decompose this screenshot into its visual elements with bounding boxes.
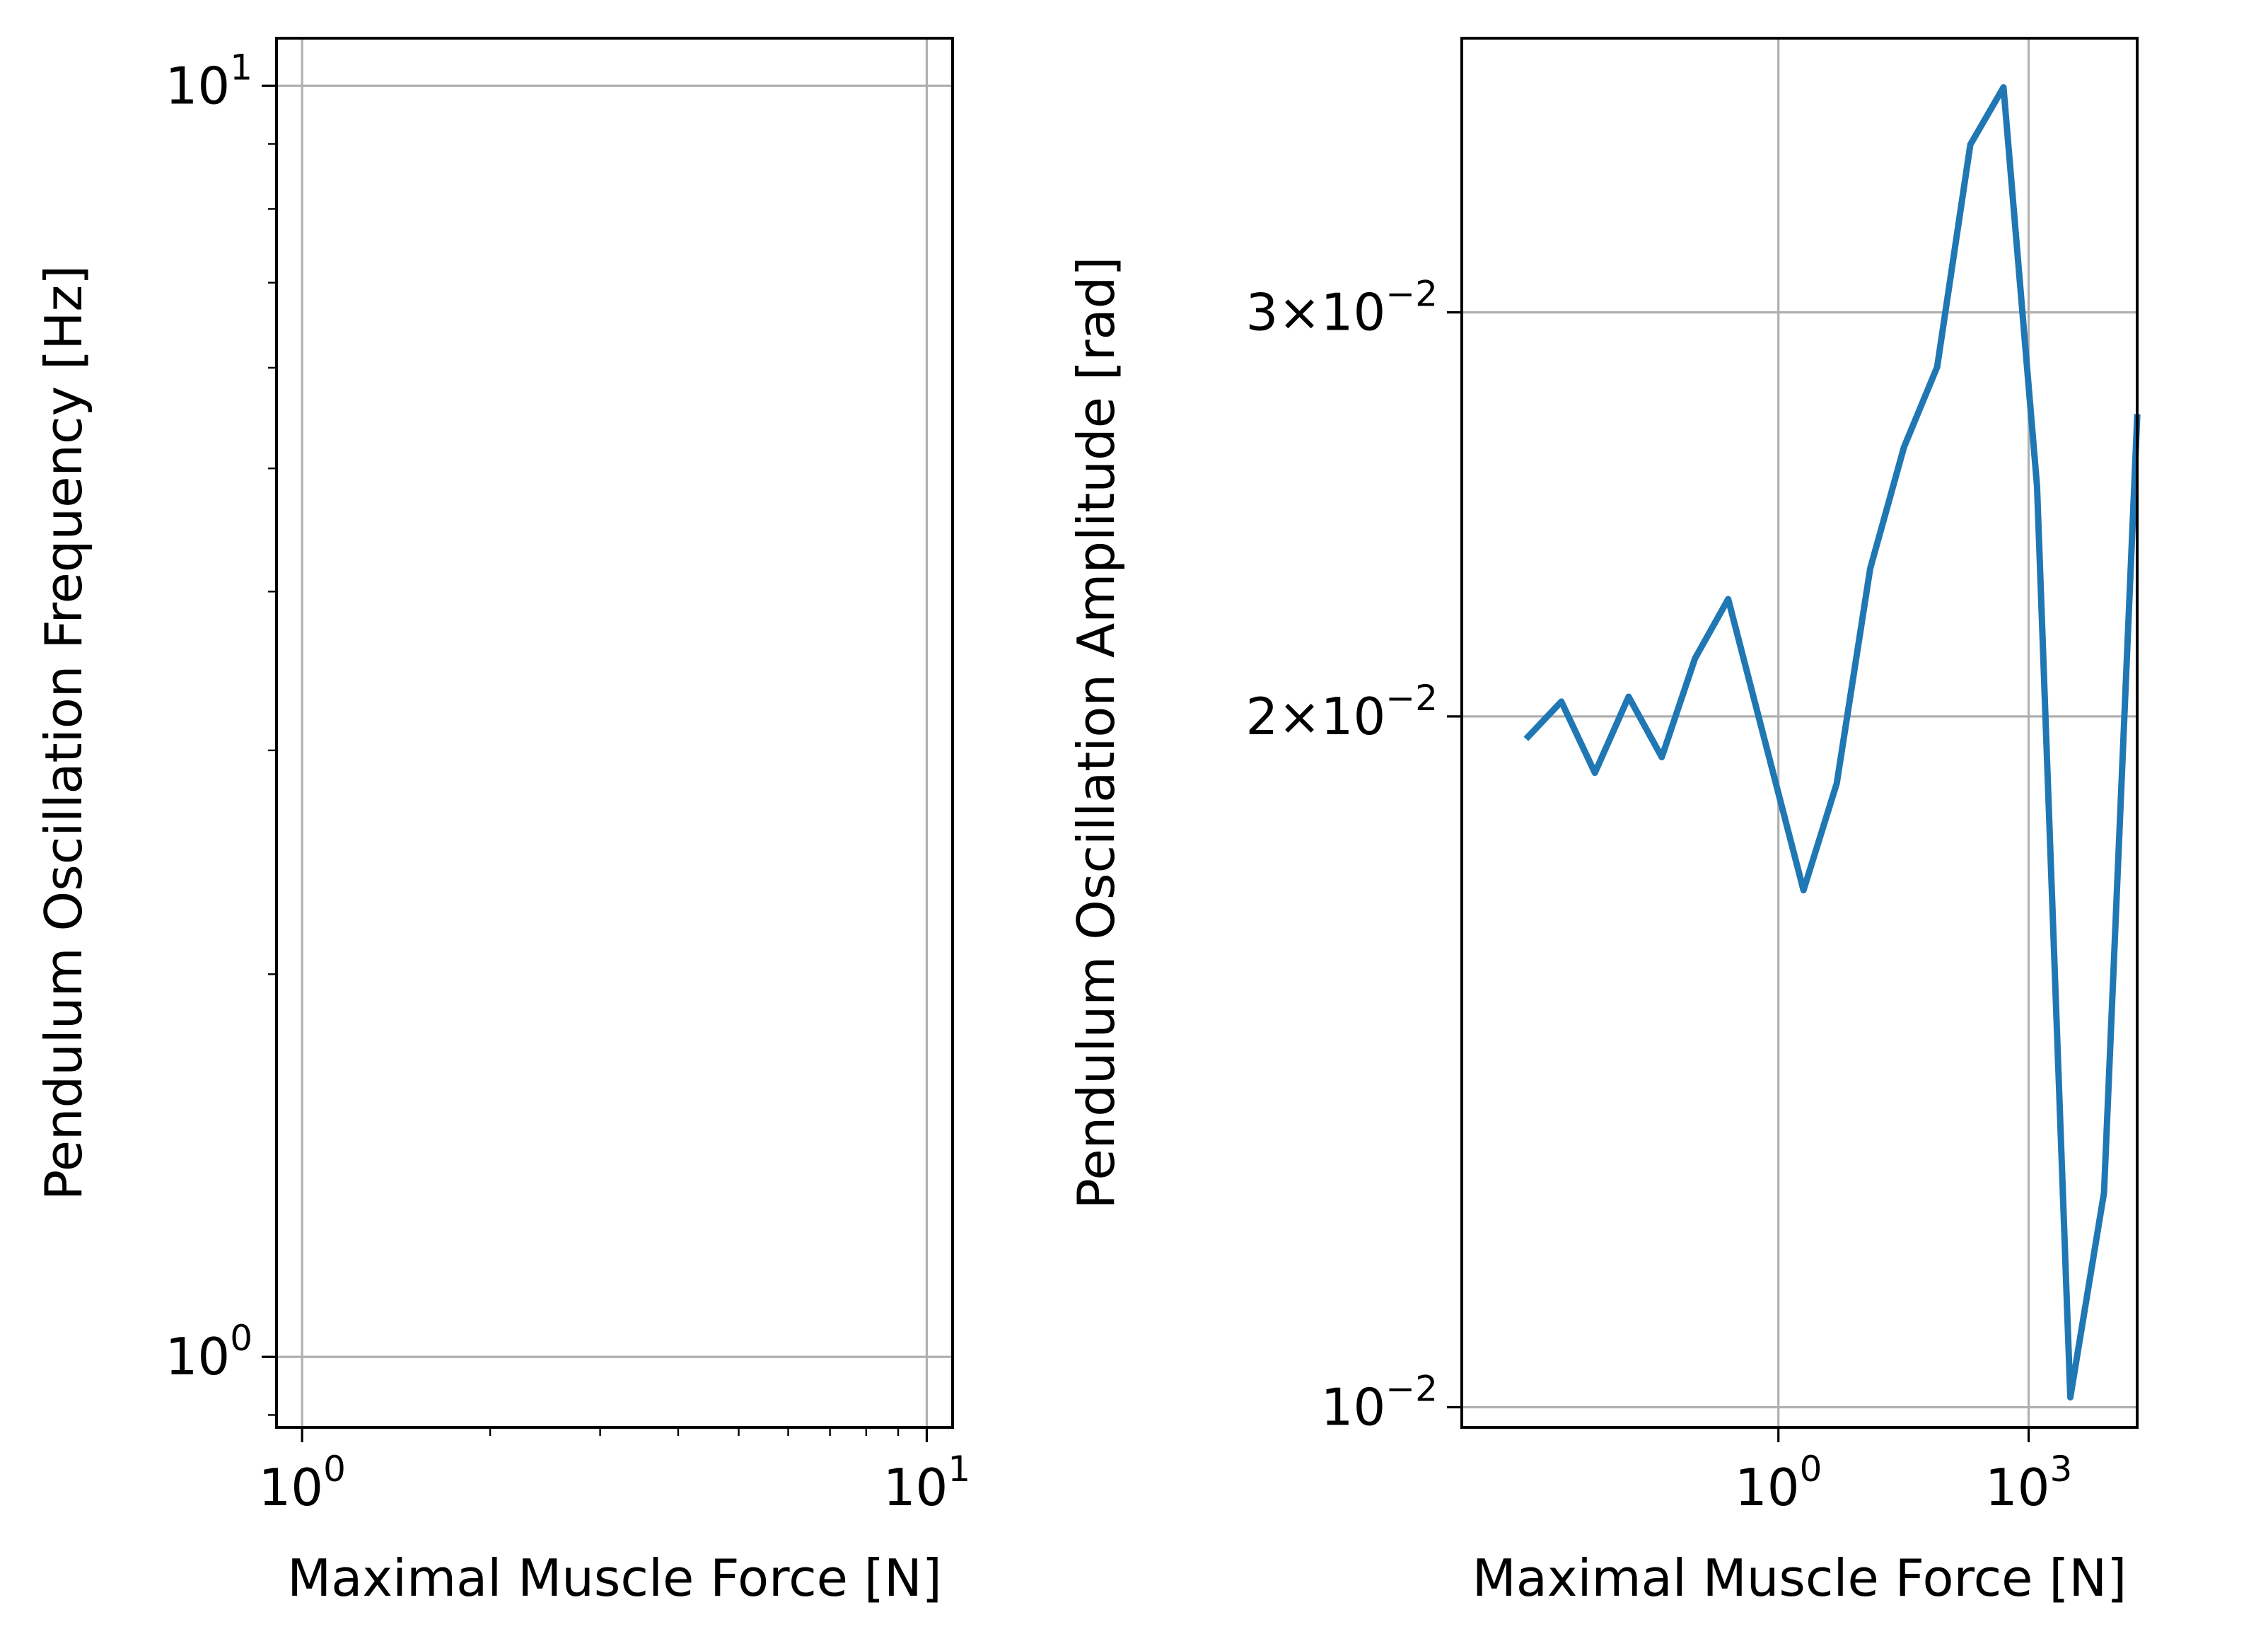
x-tick-label: 100 bbox=[258, 1449, 345, 1517]
y-axis-label: Pendulum Oscillation Frequency [Hz] bbox=[34, 265, 93, 1200]
y-tick-label: 3×10−2 bbox=[1246, 274, 1438, 342]
y-tick-label: 101 bbox=[165, 47, 252, 115]
x-axis-label: Maximal Muscle Force [N] bbox=[1472, 1548, 2127, 1608]
x-axis-label: Maximal Muscle Force [N] bbox=[287, 1548, 942, 1608]
axes-frame bbox=[1460, 37, 2139, 1429]
axes-frame bbox=[275, 37, 954, 1429]
amplitude-plot: 100 103 10−2 2×10−2 3×10−2 Maximal Muscle For… bbox=[1066, 37, 2141, 1608]
x-tick-label: 101 bbox=[883, 1449, 970, 1517]
y-tick-label: 10−2 bbox=[1321, 1369, 1438, 1437]
x-tick-label: 100 bbox=[1735, 1449, 1822, 1517]
x-tick-label: 103 bbox=[1985, 1449, 2072, 1517]
frequency-plot: 100 101 100 101 Maximal Muscle Force [N] Pend… bbox=[34, 37, 970, 1608]
y-axis-label: Pendulum Oscillation Amplitude [rad] bbox=[1066, 257, 1126, 1210]
y-tick-label: 100 bbox=[165, 1318, 252, 1386]
series-line bbox=[1523, 84, 2141, 1401]
y-tick-label: 2×10−2 bbox=[1246, 678, 1438, 746]
